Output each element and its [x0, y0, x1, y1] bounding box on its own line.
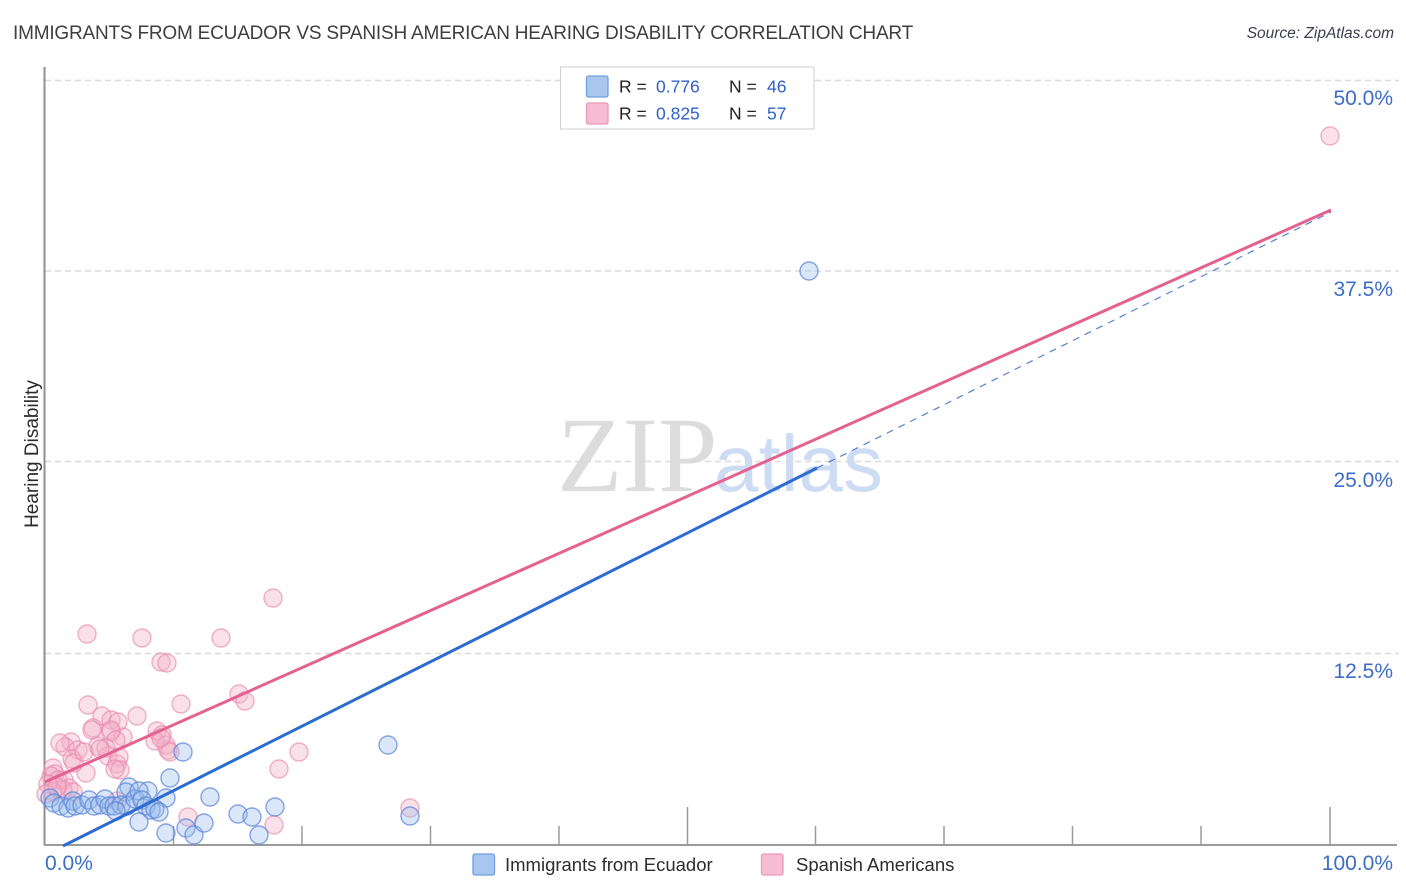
svg-text:37.5%: 37.5% [1333, 278, 1393, 301]
svg-text:ZIP: ZIP [557, 397, 718, 515]
svg-text:25.0%: 25.0% [1333, 469, 1393, 492]
svg-text:0.0%: 0.0% [45, 852, 93, 875]
svg-text:Immigrants from Ecuador: Immigrants from Ecuador [505, 854, 713, 875]
svg-text:12.5%: 12.5% [1333, 660, 1393, 683]
svg-text:Hearing Disability: Hearing Disability [22, 380, 43, 528]
svg-text:50.0%: 50.0% [1333, 87, 1393, 110]
svg-text:atlas: atlas [714, 419, 883, 508]
svg-text:Spanish Americans: Spanish Americans [796, 854, 954, 875]
svg-text:IMMIGRANTS FROM ECUADOR VS SPA: IMMIGRANTS FROM ECUADOR VS SPANISH AMERI… [13, 23, 914, 44]
svg-text:Source: ZipAtlas.com: Source: ZipAtlas.com [1247, 25, 1394, 42]
svg-text:100.0%: 100.0% [1322, 852, 1393, 875]
